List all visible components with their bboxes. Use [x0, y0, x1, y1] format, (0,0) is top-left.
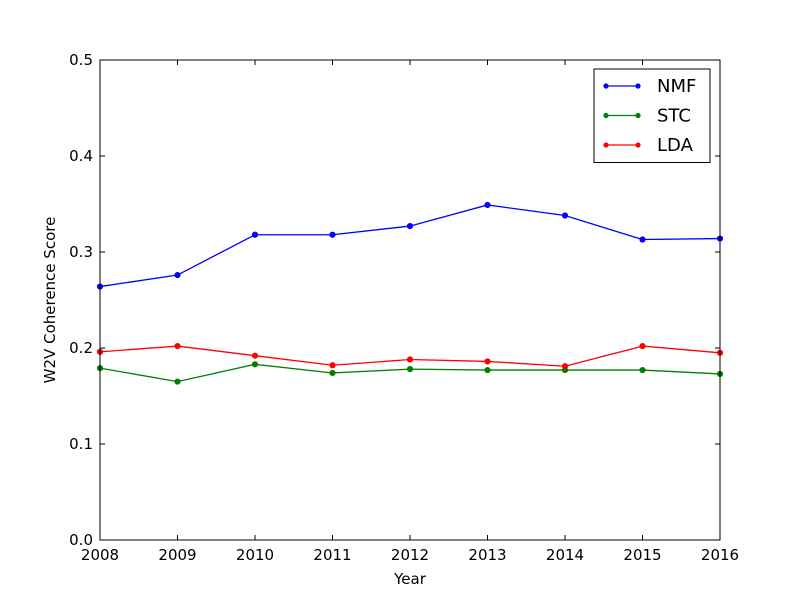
series-nmf	[96, 201, 724, 290]
data-point-stc	[406, 366, 414, 373]
y-tick-label: 0.0	[69, 531, 93, 549]
data-point-lda	[639, 342, 646, 350]
data-point-nmf	[406, 222, 414, 230]
series-layer	[96, 201, 724, 385]
data-point-nmf	[639, 236, 646, 243]
series-line-lda	[99, 345, 721, 367]
data-point-stc	[251, 361, 259, 368]
series-stc	[96, 361, 724, 385]
data-point-stc	[639, 366, 646, 374]
data-point-nmf	[251, 231, 259, 238]
legend-label: LDA	[657, 135, 694, 156]
legend: NMF STC LDA	[593, 68, 711, 163]
legend-item-lda: LDA	[603, 135, 694, 156]
x-tick-label: 2010	[236, 546, 274, 564]
data-point-lda	[406, 356, 414, 363]
data-point-stc	[174, 378, 181, 385]
y-tick-label: 0.3	[69, 243, 93, 261]
x-tick-label: 2009	[158, 546, 196, 564]
x-tick-label: 2015	[623, 546, 661, 564]
series-lda	[96, 342, 724, 370]
legend-marker	[603, 112, 609, 119]
legend-item-stc: STC	[603, 106, 691, 127]
data-point-lda	[561, 363, 569, 370]
y-tick-label: 0.5	[69, 51, 93, 69]
x-tick-label: 2011	[313, 546, 351, 564]
series-line-nmf	[99, 204, 721, 288]
x-axis-label: Year	[393, 570, 427, 588]
axis-ticks: 2008 2009 2010 2011 2012 2013 2014 2015 2016 0.0 0…	[69, 51, 739, 564]
data-point-stc	[484, 366, 491, 374]
legend-marker	[635, 142, 641, 148]
legend-label: STC	[657, 106, 691, 127]
data-point-nmf	[174, 271, 181, 279]
x-tick-label: 2012	[391, 546, 429, 564]
data-point-lda	[251, 352, 259, 359]
x-tick-label: 2016	[701, 546, 739, 564]
y-axis-label: W2V Coherence Score	[41, 217, 59, 384]
y-tick-label: 0.4	[69, 147, 93, 165]
data-point-lda	[174, 342, 181, 350]
data-point-lda	[484, 358, 491, 365]
x-tick-label: 2013	[468, 546, 506, 564]
legend-label: NMF	[657, 76, 696, 97]
legend-marker	[635, 112, 641, 119]
legend-marker	[603, 142, 609, 148]
legend-marker	[635, 83, 641, 89]
x-tick-label: 2014	[546, 546, 584, 564]
x-tick-label: 2008	[81, 546, 119, 564]
data-point-nmf	[561, 212, 569, 219]
legend-item-nmf: NMF	[603, 76, 696, 97]
data-point-nmf	[329, 231, 336, 238]
legend-marker	[603, 83, 609, 89]
y-tick-label: 0.2	[69, 339, 93, 357]
data-point-nmf	[484, 201, 491, 209]
data-point-stc	[329, 369, 336, 377]
data-point-lda	[329, 362, 336, 369]
y-tick-label: 0.1	[69, 435, 93, 453]
